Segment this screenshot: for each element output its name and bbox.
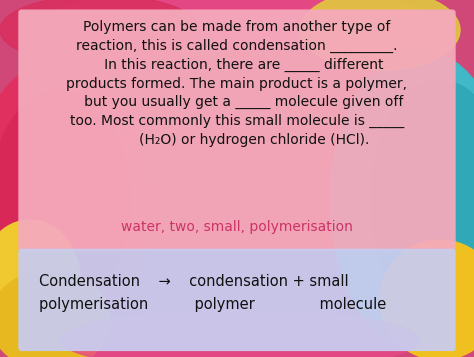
Ellipse shape bbox=[0, 90, 130, 310]
Ellipse shape bbox=[370, 80, 474, 320]
Ellipse shape bbox=[0, 220, 80, 340]
Text: Condensation    →    condensation + small
polymerisation          polymer       : Condensation → condensation + small poly… bbox=[39, 274, 387, 312]
Text: Polymers can be made from another type of
reaction, this is called condensation : Polymers can be made from another type o… bbox=[66, 20, 408, 147]
Ellipse shape bbox=[380, 240, 474, 357]
Ellipse shape bbox=[60, 310, 420, 357]
Ellipse shape bbox=[40, 0, 440, 50]
Ellipse shape bbox=[0, 270, 110, 357]
FancyBboxPatch shape bbox=[18, 249, 456, 351]
FancyBboxPatch shape bbox=[18, 10, 456, 251]
Ellipse shape bbox=[0, 60, 150, 340]
Ellipse shape bbox=[0, 0, 200, 65]
Text: water, two, small, polymerisation: water, two, small, polymerisation bbox=[121, 220, 353, 234]
Ellipse shape bbox=[330, 50, 474, 350]
Ellipse shape bbox=[300, 0, 460, 70]
